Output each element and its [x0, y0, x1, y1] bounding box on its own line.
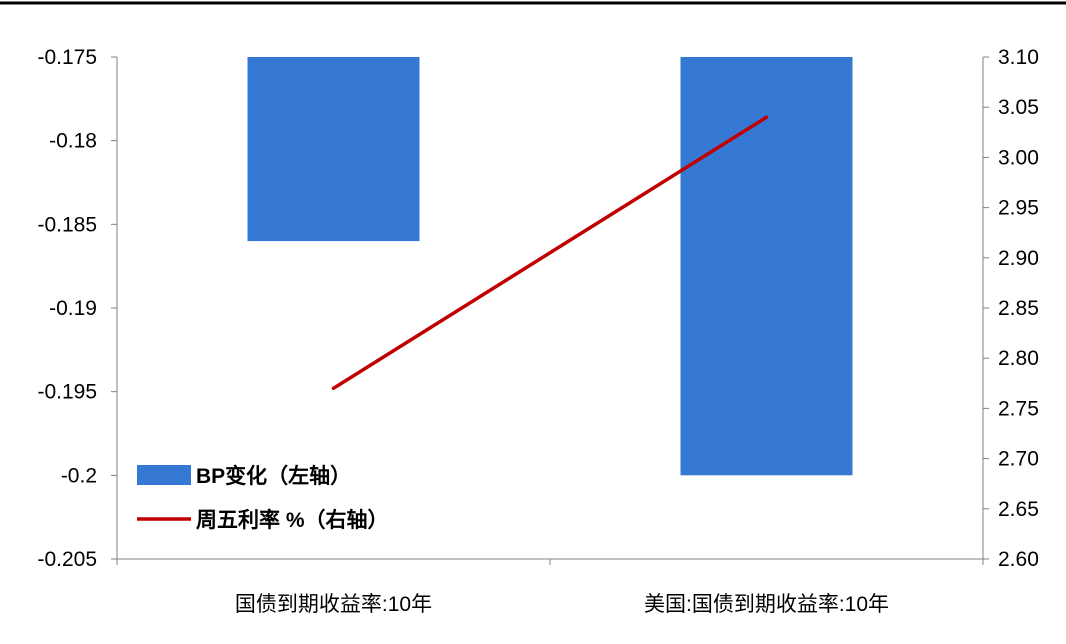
legend-label-line: 周五利率 %（右轴）: [196, 508, 389, 532]
right-axis-tick-label: 2.80: [998, 347, 1039, 370]
right-axis-tick-label: 3.10: [998, 46, 1039, 69]
line-series: [331, 115, 769, 391]
left-axis-tick-label: -0.2: [61, 464, 97, 487]
right-axis-tick-label: 2.90: [998, 247, 1039, 270]
bar-2: [680, 57, 853, 476]
left-axis-tick-label: -0.205: [37, 548, 97, 571]
legend: BP变化（左轴） 周五利率 %（右轴）: [137, 464, 389, 532]
right-axis-tick-label: 2.70: [998, 448, 1039, 471]
left-axis-tick-label: -0.195: [37, 381, 97, 404]
x-axis-category-label: 国债到期收益率:10年: [235, 593, 432, 616]
x-axis-category-label: 美国:国债到期收益率:10年: [644, 593, 889, 616]
right-axis-tick-label: 3.05: [998, 96, 1039, 119]
legend-swatch-bar: [137, 465, 191, 485]
legend-label-bar: BP变化（左轴）: [196, 464, 351, 488]
right-axis-tick-label: 2.60: [998, 548, 1039, 571]
bars-layer: [247, 57, 853, 476]
left-axis-tick-label: -0.19: [49, 297, 97, 320]
left-axis-tick-label: -0.175: [37, 46, 97, 69]
line-layer: [331, 115, 769, 391]
right-axis-tick-label: 3.00: [998, 146, 1039, 169]
right-axis-tick-label: 2.95: [998, 197, 1039, 220]
right-axis-tick-label: 2.65: [998, 498, 1039, 521]
right-axis-tick-label: 2.75: [998, 397, 1039, 420]
left-axis-tick-label: -0.18: [49, 130, 97, 153]
right-axis-tick-label: 2.85: [998, 297, 1039, 320]
left-axis-tick-label: -0.185: [37, 213, 97, 236]
axes-layer: -0.175 -0.18 -0.185 -0.19 -0.195 -0.2 -0.205 3.…: [37, 46, 1038, 616]
bar-1: [247, 57, 420, 242]
